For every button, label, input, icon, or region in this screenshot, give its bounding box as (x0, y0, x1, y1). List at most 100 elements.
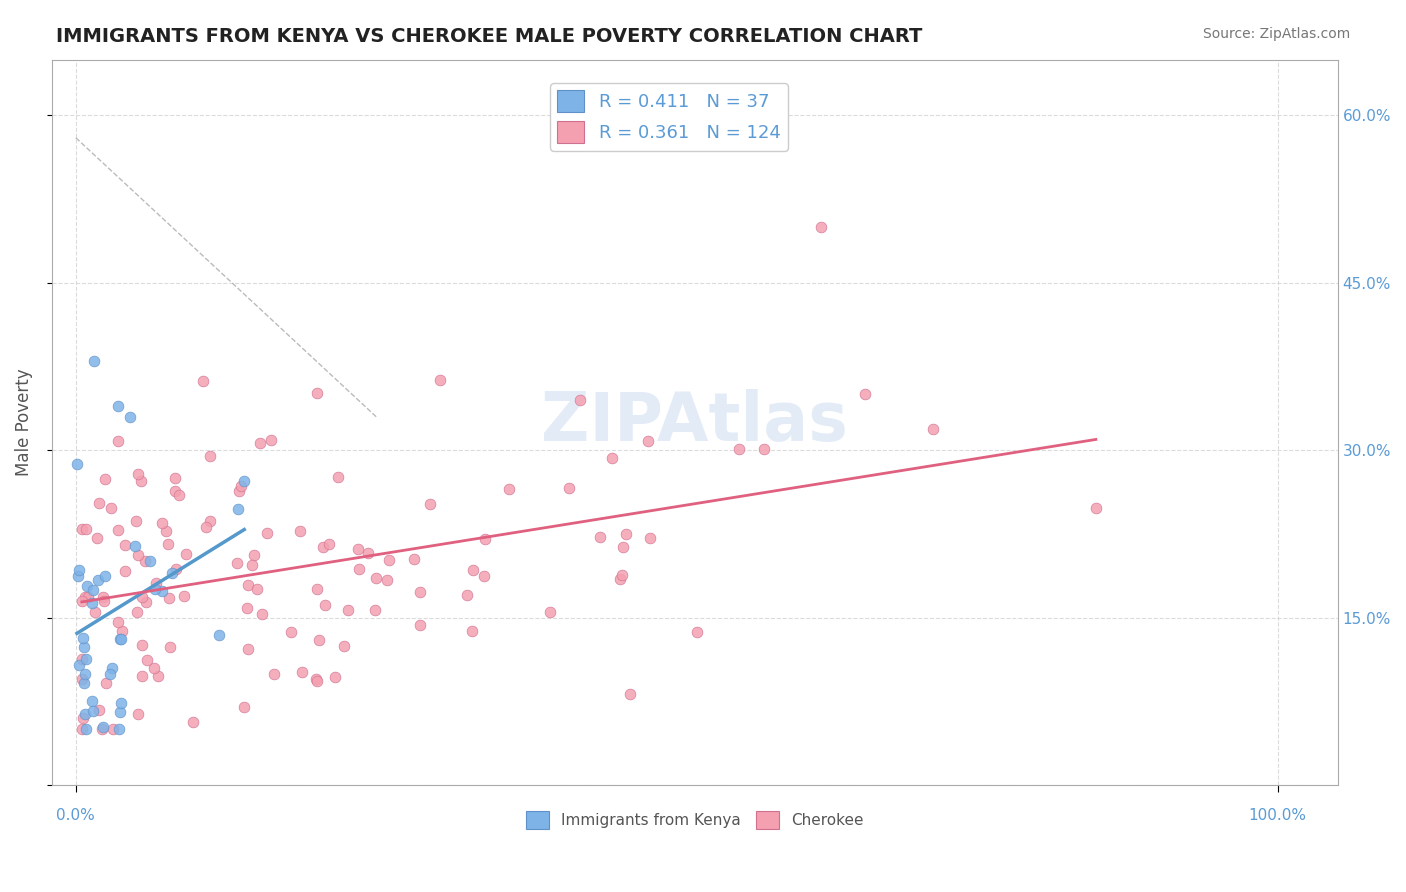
Point (167, 488, 190, 502)
Point (614, 526, 637, 541)
Point (333, 639, 356, 653)
Point (125, 514, 148, 528)
Point (165, 471, 187, 485)
Point (125, 606, 148, 620)
Point (124, 540, 146, 554)
Y-axis label: Male Poverty: Male Poverty (15, 368, 32, 476)
Point (240, 558, 263, 572)
Point (67, 657, 90, 672)
Point (114, 564, 136, 578)
Point (156, 537, 179, 551)
Point (364, 603, 387, 617)
Point (612, 568, 634, 582)
Point (127, 467, 149, 481)
Point (600, 451, 623, 466)
Point (138, 554, 160, 568)
Point (150, 516, 173, 531)
Point (612, 540, 634, 554)
Point (752, 442, 775, 456)
Point (103, 723, 125, 737)
Point (637, 434, 659, 448)
Point (191, 375, 214, 389)
Point (280, 625, 302, 640)
Point (308, 632, 330, 647)
Point (108, 706, 131, 720)
Point (100, 501, 122, 516)
Point (326, 470, 349, 484)
Point (73, 640, 96, 655)
Point (194, 519, 217, 533)
Point (76, 652, 98, 666)
Point (638, 531, 661, 545)
Point (198, 514, 221, 528)
Text: 100.0%: 100.0% (1249, 808, 1306, 822)
Point (82, 704, 104, 718)
Text: IMMIGRANTS FROM KENYA VS CHEROKEE MALE POVERTY CORRELATION CHART: IMMIGRANTS FROM KENYA VS CHEROKEE MALE P… (56, 27, 922, 45)
Point (70, 522, 93, 536)
Point (90, 723, 112, 737)
Point (93, 472, 115, 486)
Point (146, 669, 169, 683)
Point (67, 569, 90, 583)
Point (336, 603, 359, 617)
Point (305, 582, 328, 597)
Point (256, 525, 278, 540)
Point (356, 546, 378, 560)
Point (409, 585, 432, 599)
Point (235, 601, 257, 615)
Point (107, 615, 129, 630)
Point (70, 672, 93, 686)
Point (408, 617, 430, 632)
Point (155, 524, 177, 539)
Point (131, 638, 153, 652)
Point (378, 553, 401, 567)
Point (159, 640, 181, 654)
Point (89, 703, 111, 717)
Point (70, 723, 93, 737)
Point (83, 354, 105, 368)
Point (1084, 500, 1107, 515)
Point (249, 436, 271, 450)
Point (259, 433, 281, 447)
Point (72, 711, 94, 725)
Point (558, 481, 581, 495)
Point (127, 548, 149, 562)
Point (107, 399, 129, 413)
Point (228, 483, 250, 498)
Point (77, 591, 100, 605)
Point (288, 524, 311, 539)
Point (246, 582, 269, 597)
Point (91, 720, 114, 734)
Point (474, 532, 496, 546)
Point (619, 687, 641, 701)
Point (94, 568, 117, 582)
Point (75, 522, 97, 536)
Point (456, 588, 478, 602)
Point (728, 442, 751, 457)
Point (472, 569, 495, 583)
Point (589, 530, 612, 544)
Point (307, 386, 329, 401)
Point (569, 393, 592, 408)
Point (538, 605, 561, 619)
Text: 0.0%: 0.0% (56, 808, 96, 822)
Point (131, 590, 153, 604)
Point (73, 675, 96, 690)
Point (70, 652, 93, 666)
Point (173, 589, 195, 603)
Point (686, 625, 709, 640)
Point (111, 624, 134, 638)
Legend: Immigrants from Kenya, Cherokee: Immigrants from Kenya, Cherokee (520, 805, 870, 836)
Point (100, 661, 122, 675)
Point (110, 696, 132, 710)
Text: Source: ZipAtlas.com: Source: ZipAtlas.com (1202, 27, 1350, 41)
Point (134, 554, 156, 568)
Point (236, 578, 259, 592)
Point (208, 628, 231, 642)
Point (136, 652, 159, 666)
Point (107, 523, 129, 537)
Point (107, 434, 129, 449)
Point (73, 590, 96, 604)
Point (198, 450, 221, 464)
Point (82, 582, 104, 597)
